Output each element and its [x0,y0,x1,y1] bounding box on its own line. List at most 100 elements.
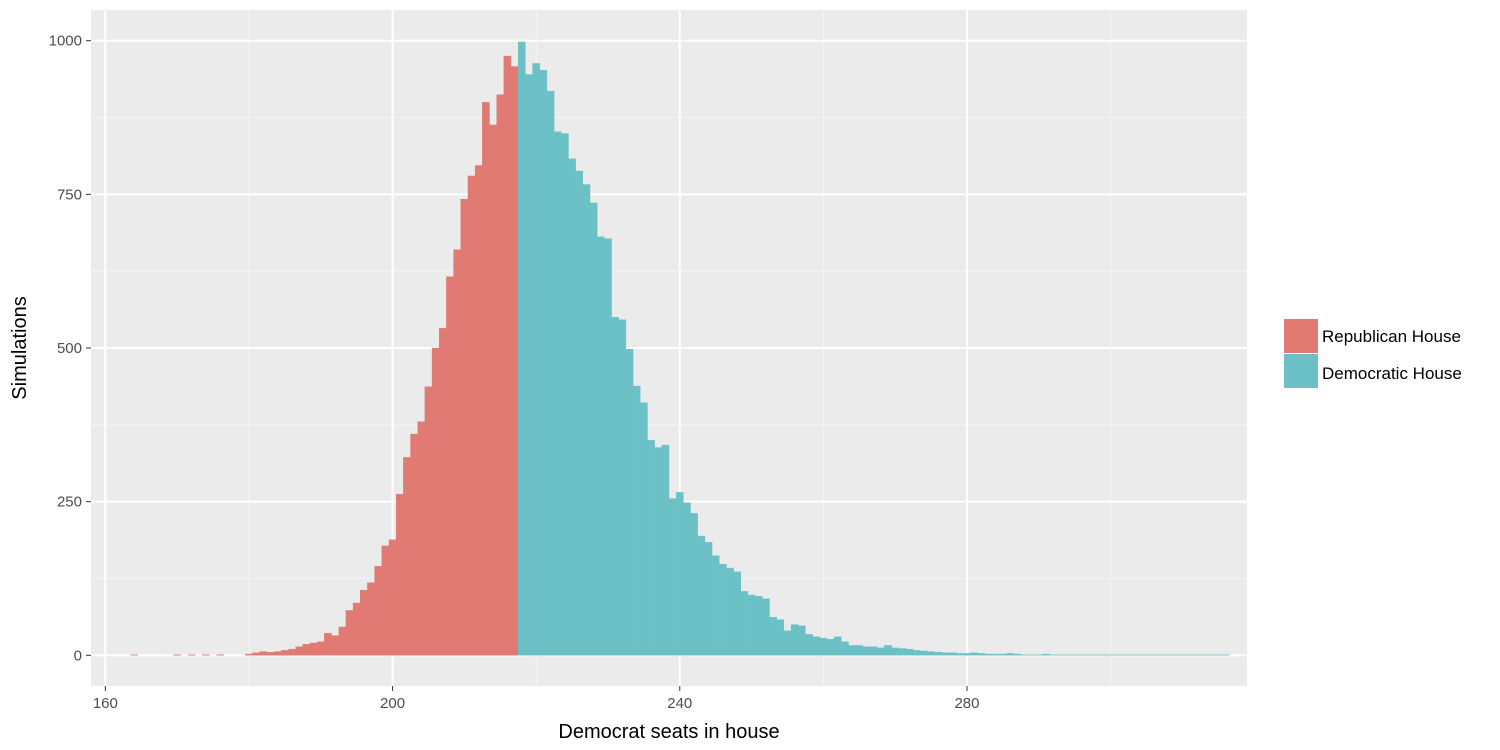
legend-label-republican: Republican House [1322,327,1461,346]
x-tick-label: 280 [954,695,979,712]
bar-democratic-248 [733,571,742,656]
bar-democratic-262 [833,636,842,656]
bar-democratic-253 [769,616,777,656]
y-tick-label: 750 [57,186,82,203]
bar-republican-188 [302,644,311,656]
bar-democratic-221 [539,70,548,656]
bar-democratic-304 [1135,654,1144,656]
bar-democratic-299 [1099,654,1108,656]
bar-democratic-245 [711,555,720,656]
bar-democratic-278 [948,652,957,656]
bar-democratic-232 [618,319,627,656]
bar-democratic-250 [747,594,756,656]
bar-republican-196 [360,589,368,656]
bar-democratic-293 [1056,654,1065,656]
bar-republican-215 [496,94,505,656]
bar-democratic-235 [640,402,648,656]
bar-democratic-307 [1157,654,1165,656]
bar-democratic-226 [575,170,584,656]
bar-democratic-277 [941,652,950,656]
bar-republican-209 [453,249,461,656]
bar-democratic-316 [1221,654,1230,656]
bar-democratic-298 [1092,654,1101,656]
bar-republican-210 [460,199,469,656]
bar-democratic-288 [1020,654,1029,656]
bar-democratic-238 [661,444,670,656]
bar-democratic-292 [1049,654,1057,656]
bar-republican-197 [367,582,375,656]
bar-republican-189 [309,642,318,656]
x-axis-title: Democrat seats in house [558,721,779,743]
bar-republican-208 [446,276,454,656]
bar-democratic-240 [675,492,684,656]
bar-democratic-275 [927,651,935,656]
legend-key-republican [1284,319,1318,353]
bar-democratic-311 [1185,654,1194,656]
bar-republican-180 [245,653,253,656]
y-axis-ticks: 0 250 500 750 1000 [49,33,91,664]
bar-democratic-290 [1034,654,1043,656]
bar-democratic-246 [719,564,727,656]
bar-democratic-315 [1214,654,1223,656]
bar-democratic-260 [819,637,828,656]
bar-democratic-222 [546,90,555,656]
bar-democratic-247 [726,567,734,656]
bar-republican-211 [467,175,476,656]
bar-democratic-295 [1070,654,1079,656]
bar-democratic-244 [704,541,713,656]
x-axis-ticks: 160 200 240 280 [93,686,979,712]
bar-democratic-263 [841,641,849,656]
bar-republican-193 [338,626,347,656]
bar-democratic-258 [805,634,813,656]
bar-republican-174 [202,654,210,656]
bar-democratic-313 [1200,654,1208,656]
y-tick-label: 500 [57,340,82,357]
bar-democratic-267 [869,646,878,656]
y-axis-title: Simulations [9,296,31,399]
bar-democratic-297 [1085,654,1093,656]
bar-democratic-241 [683,502,691,656]
bar-democratic-291 [1042,653,1050,656]
bar-democratic-296 [1078,654,1086,656]
bar-democratic-301 [1113,654,1122,656]
bar-democratic-274 [920,650,928,656]
bar-republican-202 [403,457,411,656]
bar-democratic-283 [984,653,993,656]
bar-republican-195 [352,602,361,656]
bar-democratic-228 [589,202,598,656]
bar-republican-186 [288,648,296,656]
bar-republican-204 [417,421,426,656]
bar-republican-176 [216,654,225,656]
x-tick-label: 240 [667,695,692,712]
bar-democratic-252 [762,598,770,656]
bar-democratic-312 [1192,654,1201,656]
bar-democratic-272 [905,648,914,656]
bar-democratic-309 [1171,654,1179,656]
bar-democratic-269 [884,645,892,656]
bar-democratic-302 [1121,654,1129,656]
bar-republican-199 [381,545,390,656]
bar-republican-170 [173,654,181,656]
bar-democratic-264 [848,645,856,656]
bar-democratic-286 [1006,653,1014,656]
bar-democratic-308 [1164,654,1172,656]
x-tick-label: 200 [380,695,405,712]
bar-democratic-259 [812,636,820,656]
bar-republican-184 [273,651,282,656]
y-tick-label: 1000 [49,33,82,50]
bar-democratic-294 [1063,654,1072,656]
bar-democratic-237 [654,447,663,656]
legend-key-democratic [1284,354,1318,388]
bar-republican-203 [410,433,418,656]
bar-republican-217 [510,66,519,656]
bar-democratic-268 [877,647,885,656]
bar-republican-192 [331,635,339,656]
bar-democratic-257 [798,625,806,656]
bar-republican-207 [439,328,447,656]
bar-republican-182 [259,651,268,656]
bar-republican-191 [324,632,332,656]
bar-democratic-265 [855,645,864,656]
bar-republican-185 [281,650,289,656]
bar-republican-183 [266,652,275,656]
